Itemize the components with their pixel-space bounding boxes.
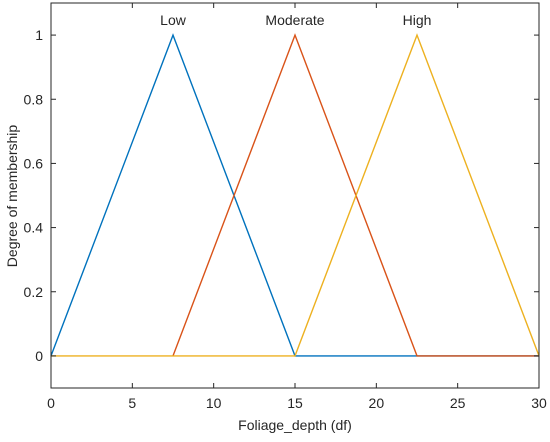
x-tick-label: 20 (369, 395, 385, 411)
annotation-layer: Low Moderate High (160, 12, 431, 28)
series-layer (50, 33, 540, 357)
peak-label-low: Low (160, 12, 187, 28)
y-axis-label: Degree of membership (4, 125, 20, 268)
y-tick-label: 0.6 (24, 155, 44, 171)
x-tick-label: 25 (450, 395, 466, 411)
y-tick-label: 0.2 (24, 284, 44, 300)
axes-layer: 0 5 10 15 20 25 30 0 0.2 0.4 0.6 0.8 1 (24, 2, 547, 411)
x-tick-label: 15 (287, 395, 303, 411)
x-tick-label: 0 (47, 395, 55, 411)
y-tick-label: 1 (35, 27, 43, 43)
x-tick-label: 30 (531, 395, 547, 411)
x-tick-label: 5 (128, 395, 136, 411)
series-line-high (51, 33, 540, 357)
y-tick-label: 0.8 (24, 91, 44, 107)
peak-label-moderate: Moderate (265, 12, 324, 28)
y-tick-label: 0.4 (24, 220, 44, 236)
plot-area (51, 3, 539, 388)
x-tick-label: 10 (206, 395, 222, 411)
peak-label-high: High (403, 12, 432, 28)
y-tick-label: 0 (35, 348, 43, 364)
x-axis-label: Foliage_depth (df) (238, 417, 352, 433)
